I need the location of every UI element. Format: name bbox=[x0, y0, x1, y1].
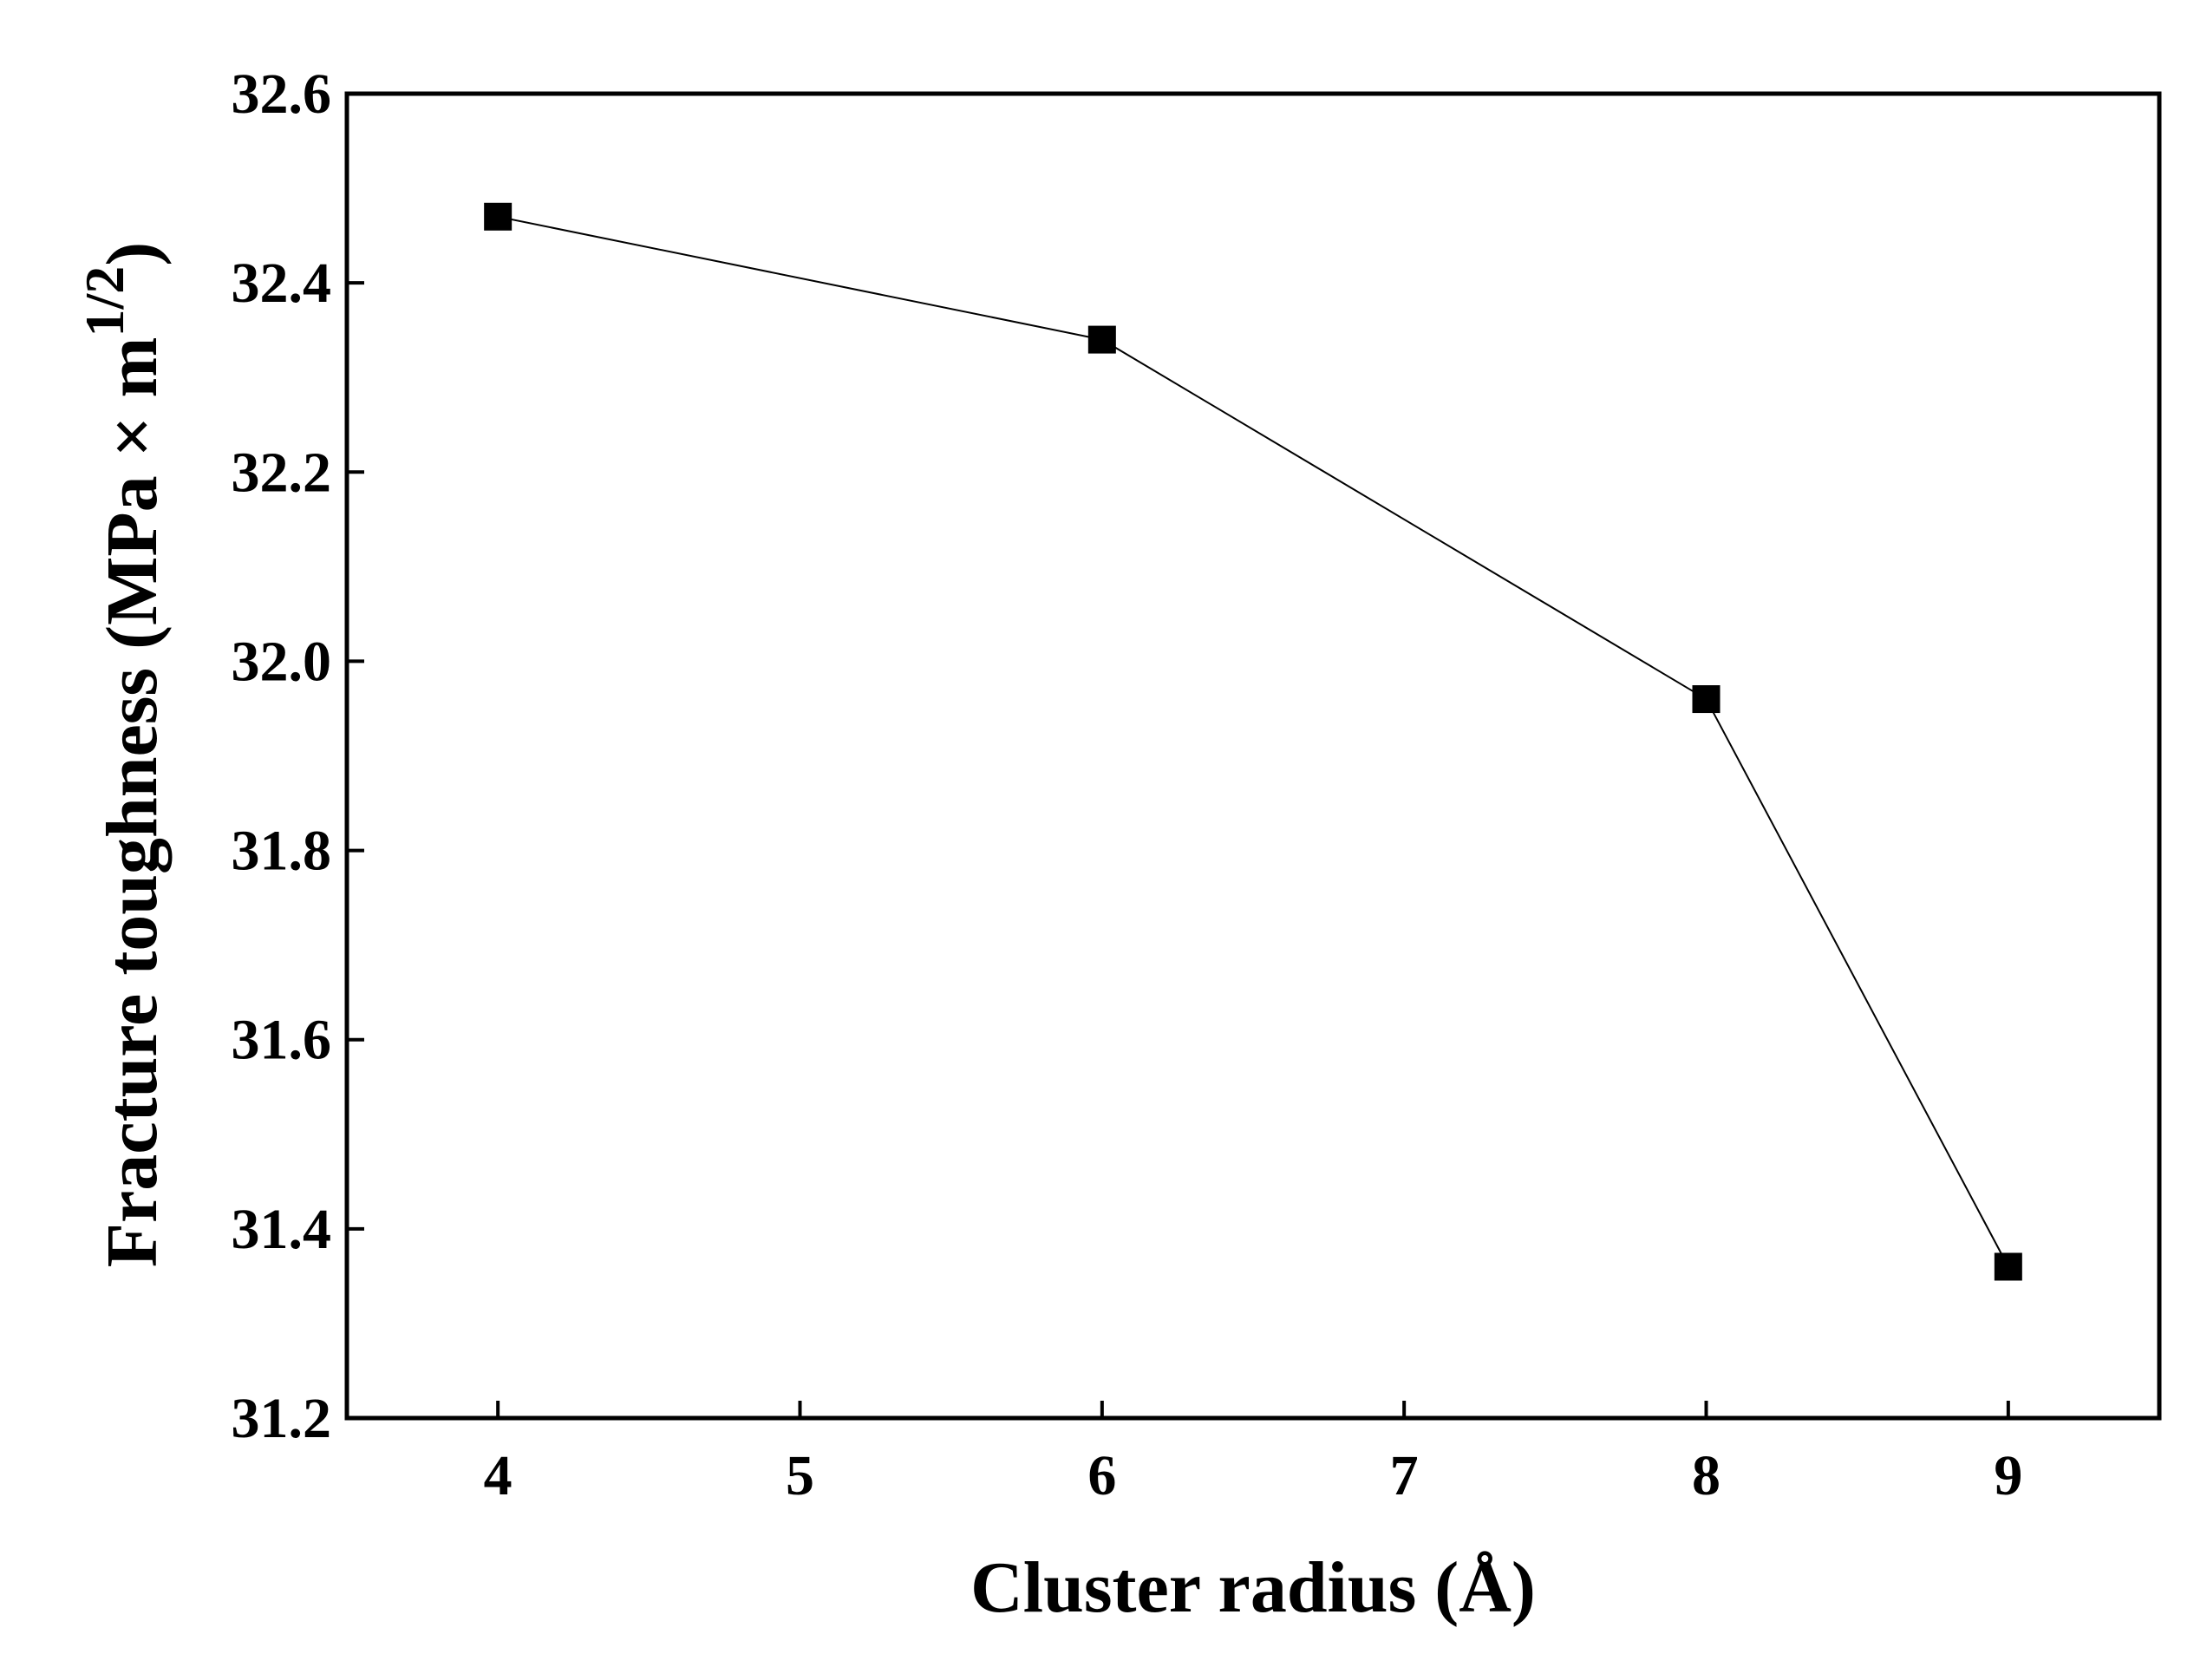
x-tick-label: 7 bbox=[1390, 1444, 1419, 1507]
x-tick-label: 5 bbox=[786, 1444, 814, 1507]
y-tick-label: 31.8 bbox=[232, 820, 332, 883]
data-line bbox=[497, 215, 2009, 1267]
y-tick-label: 31.2 bbox=[232, 1387, 332, 1450]
x-tick-label: 8 bbox=[1692, 1444, 1721, 1507]
marker bbox=[484, 202, 513, 231]
y-axis-label-superscript: 1/2 bbox=[74, 266, 135, 337]
y-axis-label: Fracture toughness (MPa × m1/2) bbox=[74, 242, 173, 1268]
y-tick-label: 32.2 bbox=[232, 441, 332, 504]
x-tick-label: 4 bbox=[484, 1444, 513, 1507]
y-tick-label: 31.4 bbox=[232, 1198, 332, 1261]
plot-frame bbox=[344, 91, 2162, 1421]
x-tick-label: 6 bbox=[1087, 1444, 1116, 1507]
y-tick-label: 31.6 bbox=[232, 1009, 332, 1072]
y-tick-label: 32.4 bbox=[232, 252, 332, 315]
y-tick-label: 32.0 bbox=[232, 630, 332, 693]
marker bbox=[1087, 325, 1116, 354]
marker bbox=[1692, 685, 1721, 714]
marker bbox=[1994, 1252, 2022, 1281]
x-tick-label: 9 bbox=[1994, 1444, 2022, 1507]
y-tick-label: 32.6 bbox=[232, 62, 332, 126]
y-axis-label-main: Fracture toughness (MPa × m bbox=[92, 337, 173, 1267]
y-axis-label-end: ) bbox=[92, 242, 173, 266]
x-axis-label: Cluster radius (Å) bbox=[970, 1547, 1536, 1628]
